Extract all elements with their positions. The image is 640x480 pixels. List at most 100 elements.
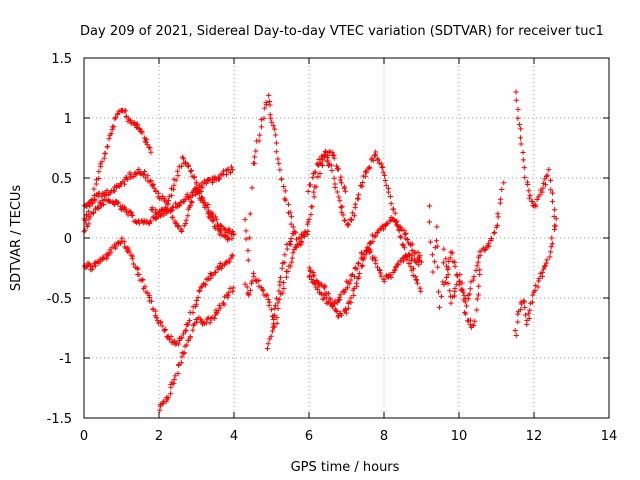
- data-point: [101, 155, 107, 161]
- data-point: [269, 119, 275, 125]
- data-point: [162, 196, 168, 202]
- data-point: [543, 173, 550, 179]
- data-point: [347, 281, 353, 287]
- data-point: [474, 296, 480, 302]
- data-point: [209, 217, 215, 223]
- data-point: [317, 170, 323, 177]
- data-point: [90, 263, 96, 270]
- data-point: [181, 350, 187, 357]
- data-points: [81, 89, 559, 413]
- data-point: [459, 280, 465, 286]
- data-point: [325, 290, 331, 296]
- data-point: [314, 286, 320, 293]
- data-point: [438, 293, 445, 299]
- data-point: [184, 342, 190, 348]
- data-point: [354, 266, 360, 272]
- data-point: [129, 212, 136, 218]
- data-point: [526, 195, 533, 201]
- data-point: [216, 176, 223, 182]
- data-point: [272, 126, 278, 132]
- data-point: [512, 327, 518, 334]
- data-point: [378, 273, 384, 279]
- data-point: [95, 191, 101, 197]
- data-point: [532, 202, 538, 208]
- data-point: [373, 233, 379, 239]
- series-track-10: [305, 149, 424, 294]
- data-point: [401, 227, 407, 233]
- data-point: [471, 274, 477, 280]
- data-point: [218, 222, 224, 228]
- data-point: [521, 299, 528, 305]
- data-point: [188, 167, 194, 174]
- data-point: [176, 341, 182, 347]
- data-point: [355, 196, 361, 202]
- data-point: [280, 280, 287, 286]
- data-point: [530, 292, 536, 298]
- data-point: [318, 153, 325, 159]
- data-point: [114, 200, 121, 206]
- series-track-4: [82, 235, 235, 347]
- data-point: [392, 267, 398, 273]
- data-point: [497, 196, 504, 202]
- data-point: [195, 188, 201, 194]
- data-point: [337, 294, 343, 301]
- data-point: [522, 174, 528, 181]
- data-point: [135, 266, 141, 272]
- data-point: [312, 280, 318, 286]
- data-point: [440, 279, 446, 285]
- data-point: [549, 190, 556, 196]
- data-point: [352, 201, 358, 207]
- data-point: [191, 186, 198, 192]
- data-point: [302, 229, 308, 235]
- data-point: [172, 373, 178, 379]
- data-point: [115, 111, 121, 117]
- data-point: [552, 207, 558, 213]
- data-point: [168, 381, 174, 388]
- data-point: [393, 219, 399, 225]
- data-point: [230, 289, 236, 295]
- data-point: [220, 300, 227, 306]
- data-point: [230, 285, 236, 291]
- data-point: [440, 260, 447, 266]
- data-point: [454, 273, 460, 279]
- data-point: [144, 141, 150, 148]
- data-point: [355, 261, 362, 267]
- data-point: [527, 307, 533, 313]
- data-point: [390, 206, 396, 212]
- data-point: [337, 177, 343, 183]
- data-point: [245, 248, 251, 254]
- data-point: [256, 277, 262, 283]
- data-point: [426, 219, 432, 225]
- data-point: [400, 242, 407, 249]
- data-point: [379, 164, 386, 171]
- data-point: [387, 193, 393, 200]
- data-point: [532, 287, 538, 294]
- data-point: [521, 164, 527, 171]
- data-point: [123, 113, 130, 119]
- data-point: [263, 99, 269, 106]
- data-point: [339, 203, 345, 210]
- data-point: [540, 185, 546, 191]
- data-point: [413, 274, 419, 280]
- data-point: [318, 291, 324, 297]
- data-point: [178, 359, 184, 366]
- data-point: [223, 172, 230, 178]
- data-point: [148, 149, 154, 155]
- data-point: [267, 112, 273, 118]
- data-point: [467, 286, 473, 292]
- series-track-5: [149, 186, 237, 243]
- series-track-16: [512, 216, 559, 339]
- data-point: [187, 194, 193, 200]
- data-point: [247, 235, 253, 241]
- data-point: [385, 189, 391, 195]
- data-point: [159, 193, 165, 199]
- data-point: [184, 191, 190, 198]
- x-tick-label: 10: [451, 429, 468, 444]
- data-point: [486, 243, 492, 249]
- data-point: [231, 232, 237, 238]
- data-point: [274, 295, 280, 301]
- data-point: [128, 210, 134, 216]
- data-point: [342, 188, 348, 194]
- data-point: [228, 164, 235, 170]
- data-point: [207, 275, 213, 282]
